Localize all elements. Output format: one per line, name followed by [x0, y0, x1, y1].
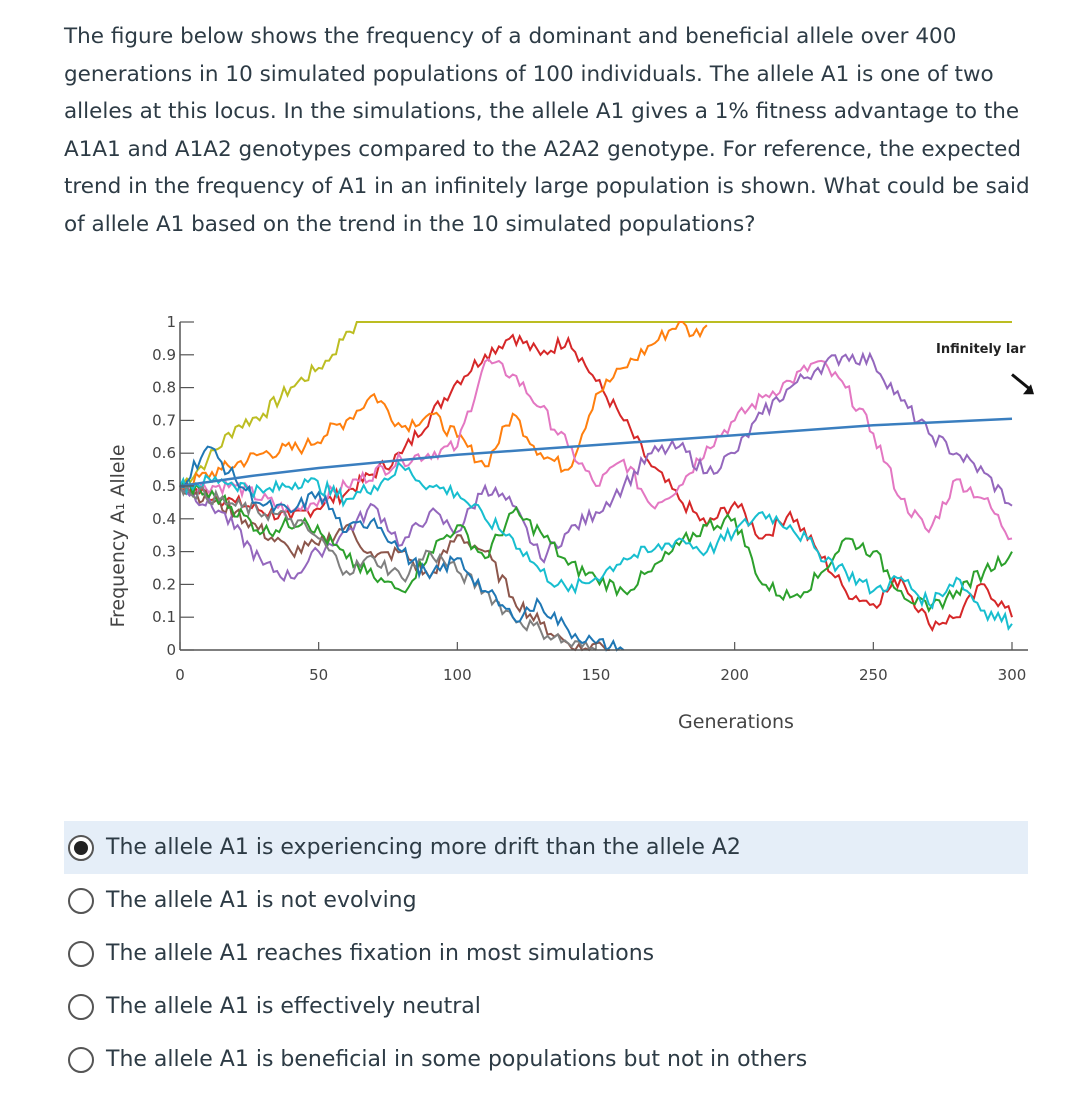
answer-options: The allele A1 is experiencing more drift…	[64, 821, 1028, 1086]
answer-option-3[interactable]: The allele A1 reaches fixation in most s…	[64, 927, 1028, 980]
answer-option-label: The allele A1 reaches fixation in most s…	[106, 941, 655, 966]
radio-button[interactable]	[68, 1046, 94, 1073]
series-line	[179, 321, 708, 490]
series-line	[179, 482, 597, 651]
radio-button[interactable]	[68, 887, 94, 914]
x-tick-label: 50	[309, 666, 328, 684]
x-tick-label: 250	[859, 666, 888, 684]
x-tick-label: 150	[582, 666, 611, 684]
annotation-arrowhead	[1023, 384, 1034, 395]
y-tick-label: 0.6	[152, 444, 176, 462]
x-tick-label: 0	[175, 666, 185, 684]
answer-option-label: The allele A1 is experiencing more drift…	[106, 835, 741, 860]
plot-lines	[179, 321, 1013, 652]
y-tick-label: 0.8	[152, 379, 176, 397]
y-tick-label: 0.3	[152, 543, 176, 561]
y-tick-label: 0	[166, 641, 176, 659]
allele-frequency-chart: 0 0.1 0.2 0.3 0.4 0.5 0.6 0.7 0.8 0.9 1 0 50 100 150 20…	[107, 313, 1034, 733]
y-tick-label: 0.4	[152, 510, 176, 528]
series-line	[179, 351, 1013, 583]
chart-axes: 0 0.1 0.2 0.3 0.4 0.5 0.6 0.7 0.8 0.9 1 0 50 100 150 20…	[107, 313, 1034, 733]
annotation-label: Infinitely lar	[936, 342, 1026, 357]
answer-option-1[interactable]: The allele A1 is experiencing more drift…	[64, 821, 1028, 874]
question-text: The figure below shows the frequency of …	[64, 18, 1054, 243]
y-tick-label: 0.2	[152, 575, 176, 593]
y-tick-label: 0.5	[152, 477, 176, 495]
y-tick-label: 0.7	[152, 411, 176, 429]
answer-option-label: The allele A1 is beneficial in some popu…	[106, 1047, 808, 1072]
y-axis-label: Frequency A₁ Allele	[107, 444, 129, 627]
x-tick-label: 100	[443, 666, 472, 684]
radio-dot-icon	[74, 840, 88, 855]
series-line	[179, 445, 625, 652]
radio-button[interactable]	[68, 993, 94, 1020]
series-line	[179, 479, 1013, 613]
y-tick-label: 0.1	[152, 608, 176, 626]
radio-button[interactable]	[68, 940, 94, 967]
series-line	[179, 485, 610, 652]
y-tick-label: 0.9	[152, 346, 176, 364]
answer-option-4[interactable]: The allele A1 is effectively neutral	[64, 980, 1028, 1033]
x-tick-label: 200	[720, 666, 749, 684]
series-line	[179, 460, 1013, 631]
answer-option-5[interactable]: The allele A1 is beneficial in some popu…	[64, 1033, 1028, 1086]
answer-option-2[interactable]: The allele A1 is not evolving	[64, 874, 1028, 927]
x-axis-label: Generations	[678, 711, 794, 733]
answer-option-label: The allele A1 is not evolving	[106, 888, 417, 913]
y-tick-label: 1	[166, 313, 176, 331]
answer-option-label: The allele A1 is effectively neutral	[106, 994, 481, 1019]
series-line	[179, 357, 1013, 541]
reference-curve-line	[179, 417, 1013, 488]
question-paragraph: The figure below shows the frequency of …	[64, 24, 1030, 237]
series-line	[179, 321, 1012, 487]
radio-button-selected[interactable]	[68, 834, 94, 861]
x-tick-label: 300	[998, 666, 1027, 684]
series-line	[179, 333, 1013, 633]
